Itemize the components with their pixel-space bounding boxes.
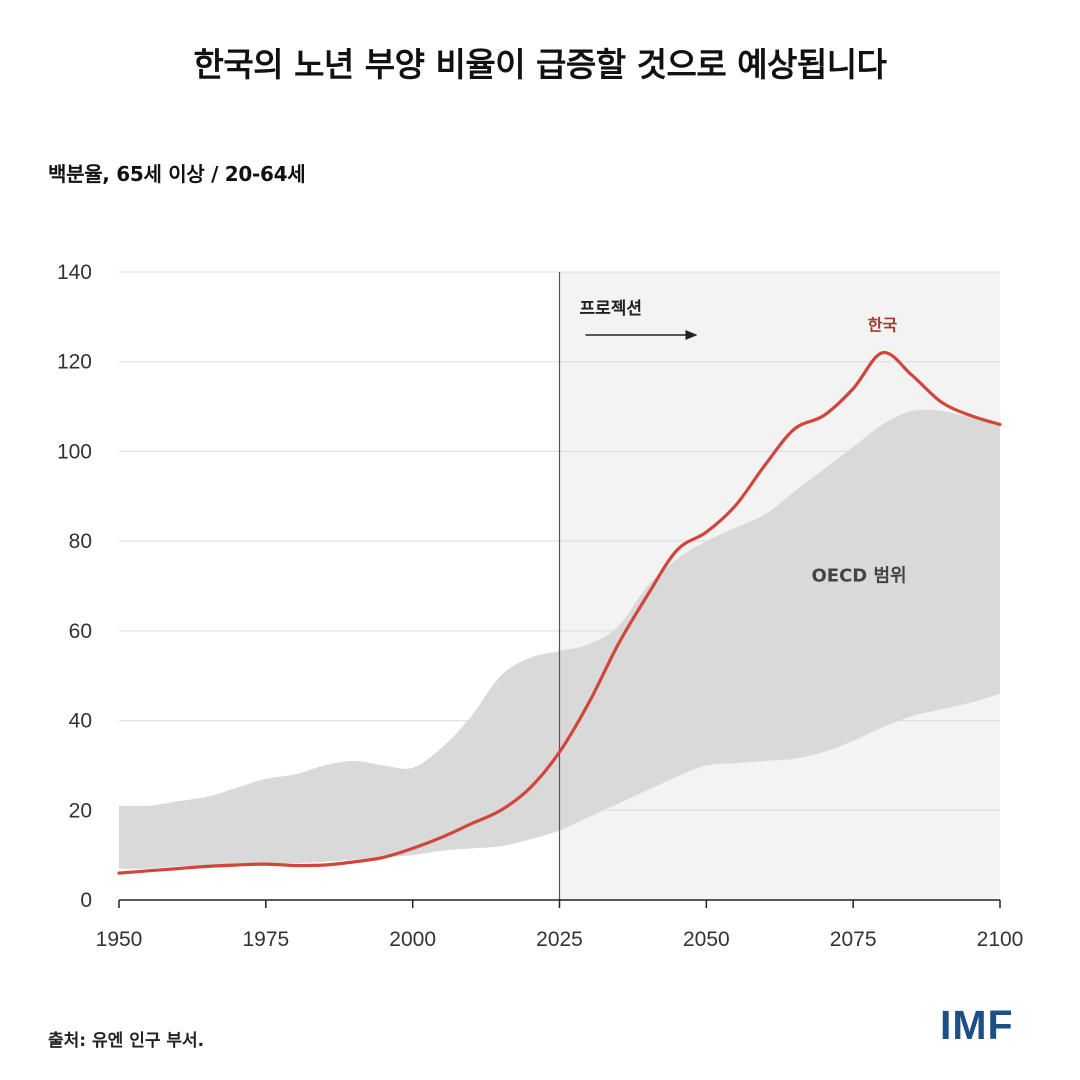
x-tick-label: 2100 — [977, 928, 1024, 951]
y-tick-label: 120 — [57, 351, 92, 374]
y-tick-label: 80 — [69, 530, 92, 553]
chart-svg: 0 20 40 60 80 100 120 140 1950 1975 2000 2025 2050 2… — [57, 261, 1024, 951]
source-note: 출처: 유엔 인구 부서. — [48, 1031, 205, 1051]
x-tick-label: 1950 — [96, 928, 143, 951]
x-tick-label: 1975 — [242, 928, 289, 951]
y-tick-label: 20 — [69, 799, 92, 822]
svg-text:IMF: IMF — [940, 1002, 1014, 1045]
y-tick-label: 140 — [57, 261, 92, 284]
chart-title: 한국의 노년 부양 비율이 급증할 것으로 예상됩니다 — [193, 45, 888, 84]
x-tick-label: 2000 — [389, 928, 436, 951]
imf-logo: IMF — [940, 1002, 1014, 1045]
x-tick-label: 2025 — [536, 928, 583, 951]
y-tick-label: 40 — [69, 710, 92, 733]
y-tick-label: 0 — [80, 889, 92, 912]
y-tick-label: 60 — [69, 620, 92, 643]
arrow-right-icon — [685, 330, 698, 340]
oecd-range-band — [119, 409, 1000, 869]
x-tick-label: 2075 — [830, 928, 877, 951]
projection-label: 프로젝션 — [580, 299, 643, 319]
oecd-range-label: OECD 범위 — [811, 566, 906, 587]
chart-subtitle: 백분율, 65세 이상 / 20-64세 — [48, 162, 306, 186]
x-tick-label: 2050 — [683, 928, 730, 951]
korea-label: 한국 — [868, 315, 898, 334]
y-tick-label: 100 — [57, 440, 92, 463]
korea-line — [117, 351, 1002, 875]
